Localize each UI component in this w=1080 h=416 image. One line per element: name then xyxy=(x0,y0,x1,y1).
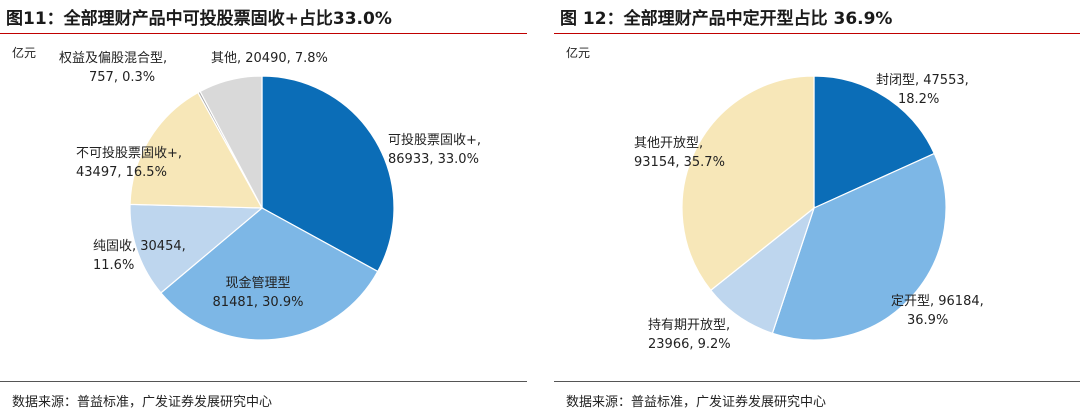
title-rule xyxy=(554,33,1080,34)
pie-slice xyxy=(771,152,947,341)
slice-label: 纯固收, 30454, 11.6% xyxy=(93,239,186,273)
pie-slice xyxy=(261,75,395,273)
pie-slice xyxy=(129,91,264,209)
pie-slice xyxy=(160,207,379,341)
source-note: 数据来源：普益标准，广发证券发展研究中心 xyxy=(566,395,827,410)
pie-slice xyxy=(681,75,815,292)
slice-label: 其他, 20490, 7.8% xyxy=(211,51,328,66)
slice-label: 持有期开放型, 23966, 9.2% xyxy=(648,318,731,352)
pie-chart: 可投股票固收+, 86933, 33.0% 现金管理型 81481, 30.9% 纯固收… xyxy=(59,50,481,341)
title-rule xyxy=(0,33,527,34)
unit-label: 亿元 xyxy=(12,46,37,60)
pie-slice xyxy=(813,75,936,209)
slice-label: 现金管理型 81481, 30.9% xyxy=(213,275,304,310)
pie-slice xyxy=(129,203,264,294)
unit-label: 亿元 xyxy=(566,46,591,60)
left-chart-panel: 图11：全部理财产品中可投股票固收+占比33.0% 亿元 可投股票固收+, 869… xyxy=(0,0,527,416)
chart-title: 图11：全部理财产品中可投股票固收+占比33.0% xyxy=(6,9,392,29)
source-rule xyxy=(0,381,527,382)
slice-label: 权益及偏股混合型, 757, 0.3% xyxy=(59,50,167,85)
right-chart-panel: 图 12：全部理财产品中定开型占比 36.9% 亿元 封闭型, 47553, 18… xyxy=(554,0,1080,416)
chart-title: 图 12：全部理财产品中定开型占比 36.9% xyxy=(560,9,893,29)
slice-label: 可投股票固收+, 86933, 33.0% xyxy=(388,132,481,167)
slice-label: 不可投股票固收+, 43497, 16.5% xyxy=(76,145,182,180)
source-rule xyxy=(554,381,1080,382)
pie-chart: 封闭型, 47553, 18.2% 定开型, 96184, 36.9% 持有期开放型, 2… xyxy=(634,73,984,352)
slice-label: 封闭型, 47553, 18.2% xyxy=(876,73,969,107)
slice-label: 定开型, 96184, 36.9% xyxy=(891,294,984,328)
source-note: 数据来源：普益标准，广发证券发展研究中心 xyxy=(12,395,273,410)
pie-slice xyxy=(199,75,263,209)
slice-label: 其他开放型, 93154, 35.7% xyxy=(634,136,725,170)
